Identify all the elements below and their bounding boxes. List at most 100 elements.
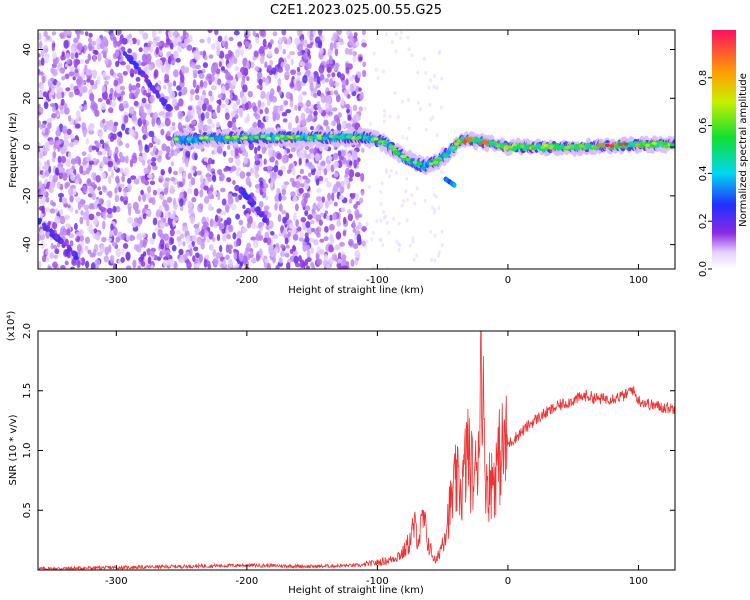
snr-y-axis-label: SNR (10 * v/v) [8,414,19,485]
heatmap-cell [256,84,263,89]
heatmap-cell [44,141,51,149]
heatmap-cell [288,153,293,159]
y-tick-label: 1.5 [22,383,33,399]
heatmap-cell [318,175,324,182]
heatmap-cell [435,85,439,90]
heatmap-cell [345,261,350,267]
heatmap-cell [663,142,668,146]
heatmap-cell [295,203,299,212]
heatmap-cell [148,130,155,138]
heatmap-cell [191,62,196,69]
heatmap-cell [150,151,156,156]
heatmap-cell [397,242,401,246]
heatmap-cell [105,98,111,105]
heatmap-cell [312,202,317,212]
heatmap-cell [217,78,222,86]
heatmap-cell [56,181,61,189]
heatmap-cell [187,172,192,180]
heatmap-cell [277,77,282,87]
heatmap-cell [246,222,252,229]
heatmap-cell [74,123,81,129]
heatmap-cell [164,222,169,227]
heatmap-cell [49,252,55,259]
heatmap-cell [126,234,130,241]
heatmap-cell [38,233,42,242]
heatmap-cell [52,201,56,207]
heatmap-cell [289,101,294,108]
heatmap-cell [512,145,518,149]
heatmap-cell [147,209,152,218]
heatmap-cell [300,61,305,67]
heatmap-cell [232,94,238,101]
heatmap-cell [344,47,350,55]
heatmap-cell [95,231,101,241]
heatmap-cell [228,36,234,42]
heatmap-cell [281,210,287,215]
heatmap-cell [328,244,334,253]
heatmap-cell [199,136,204,140]
heatmap-cell [109,108,114,114]
heatmap-cell [329,78,333,88]
heatmap-cell [234,147,239,157]
heatmap-cell [350,193,355,200]
heatmap-cell [280,244,285,249]
y-tick-label: -40 [22,236,33,252]
heatmap-cell [382,216,386,221]
heatmap-cell [138,143,143,153]
heatmap-cell [433,207,437,212]
heatmap-cell [264,231,270,240]
heatmap-cell [333,135,339,139]
heatmap-cell [212,257,219,266]
heatmap-cell [289,163,294,170]
heatmap-cell [329,104,333,113]
heatmap-cell [310,104,315,112]
heatmap-cell [144,77,149,83]
heatmap-cell [249,167,255,174]
heatmap-cell [405,176,409,181]
heatmap-cell [303,195,308,205]
heatmap-cell [262,217,267,223]
heatmap-cell [228,249,232,255]
heatmap-cell [147,42,152,49]
heatmap-cell [411,236,415,241]
heatmap-cell [47,265,52,269]
heatmap-cell [352,228,357,233]
heatmap-cell [149,94,155,104]
heatmap-cell [240,191,245,196]
heatmap-cell [305,244,311,252]
heatmap-cell [70,172,76,181]
heatmap-cell [123,114,129,124]
heatmap-cell [392,149,398,154]
heatmap-cell [143,89,148,96]
heatmap-cell [143,167,149,175]
heatmap-cell [440,105,443,110]
heatmap-cell [47,122,52,130]
y-tick-label: -20 [22,188,33,204]
heatmap-cell [243,194,248,200]
heatmap-cell [121,37,128,45]
heatmap-cell [256,71,263,79]
heatmap-cell [454,142,460,146]
heatmap-cell [433,258,437,263]
heatmap-cell [196,238,202,246]
heatmap-cell [190,120,197,126]
heatmap-cell [201,94,206,100]
heatmap-cell [52,52,57,60]
heatmap-cell [298,94,303,103]
heatmap-cell [424,70,428,75]
heatmap-cell [173,50,179,59]
heatmap-cell [429,117,433,122]
heatmap-cell [152,232,156,240]
heatmap-cell [242,204,246,210]
heatmap-cell [179,191,185,200]
heatmap-cell [240,136,246,140]
heatmap-cell [119,141,123,146]
heatmap-cell [309,148,315,154]
heatmap-cell [122,242,129,250]
heatmap-cell [160,195,165,201]
heatmap-cell [331,212,337,221]
heatmap-cell [121,248,125,256]
heatmap-cell [97,151,103,156]
heatmap-cell [178,248,184,256]
heatmap-cell [220,103,227,108]
